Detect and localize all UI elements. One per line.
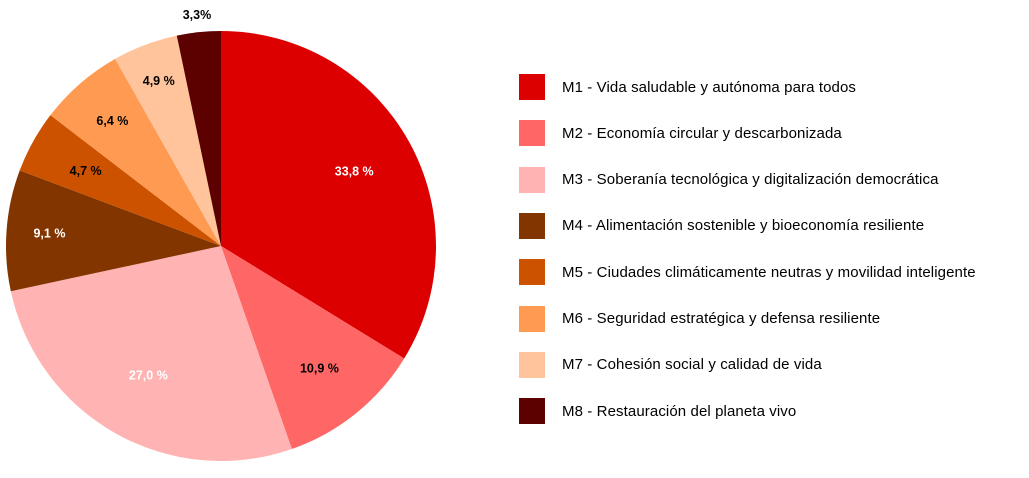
data-label-m2: 10,9 % — [300, 361, 339, 375]
legend-item-m6: M6 - Seguridad estratégica y defensa res… — [519, 305, 881, 332]
legend-label-m4: M4 - Alimentación sostenible y bioeconom… — [562, 217, 925, 235]
legend-item-m4: M4 - Alimentación sostenible y bioeconom… — [519, 212, 925, 239]
legend-swatch-m1 — [519, 74, 545, 100]
data-label-m7: 4,9 % — [143, 74, 175, 88]
data-label-m1: 33,8 % — [335, 164, 374, 178]
legend-label-m2: M2 - Economía circular y descarbonizada — [562, 124, 842, 142]
pie-slice-m4 — [6, 170, 222, 292]
legend-label-m8: M8 - Restauración del planeta vivo — [562, 402, 797, 420]
pie-slices — [6, 31, 436, 461]
legend-swatch-m2 — [519, 120, 545, 147]
pie-slice-m3 — [10, 246, 292, 461]
legend-item-m8: M8 - Restauración del planeta vivo — [519, 398, 797, 425]
legend-item-m1: M1 - Vida saludable y autónoma para todo… — [519, 74, 856, 100]
legend-swatch-m5 — [519, 259, 545, 286]
legend-item-m5: M5 - Ciudades climáticamente neutras y m… — [519, 259, 976, 286]
legend-label-m7: M7 - Cohesión social y calidad de vida — [562, 356, 822, 374]
data-label-m3: 27,0 % — [129, 368, 168, 382]
pie-slice-m7 — [115, 35, 221, 246]
legend-label-m1: M1 - Vida saludable y autónoma para todo… — [562, 78, 857, 96]
data-label-m6: 6,4 % — [96, 114, 128, 128]
data-label-m5: 4,7 % — [70, 164, 102, 178]
legend-swatch-m8 — [519, 398, 545, 425]
legend-label-m6: M6 - Seguridad estratégica y defensa res… — [562, 310, 881, 327]
pie-slice-m2 — [221, 246, 405, 449]
pie-slice-m6 — [50, 58, 221, 246]
pie-chart-plot: 33,8 % 10,9 % 27,0 % 9,1 % 4,7 % 6,4 % 4,9 % 3,… — [6, 8, 436, 461]
pie-slice-m1 — [221, 31, 436, 359]
pie-data-labels: 33,8 % 10,9 % 27,0 % 9,1 % 4,7 % 6,4 % 4,9 % 3,… — [33, 8, 373, 382]
legend-swatch-m4 — [519, 212, 545, 239]
data-label-m8: 3,3% — [183, 8, 212, 22]
legend-label-m5: M5 - Ciudades climáticamente neutras y m… — [562, 263, 976, 281]
data-label-m4: 9,1 % — [33, 226, 65, 240]
pie-slice-m8 — [176, 31, 221, 246]
legend-item-m3: M3 - Soberanía tecnológica y digitalizac… — [519, 166, 939, 193]
legend-label-m3: M3 - Soberanía tecnológica y digitalizac… — [562, 171, 939, 189]
legend-item-m2: M2 - Economía circular y descarbonizada — [519, 120, 842, 147]
legend-item-m7: M7 - Cohesión social y calidad de vida — [519, 351, 822, 378]
legend-swatch-m7 — [519, 351, 545, 378]
legend-swatch-m3 — [519, 166, 545, 193]
legend-swatch-m6 — [519, 305, 545, 332]
pie-slice-m5 — [19, 115, 222, 246]
